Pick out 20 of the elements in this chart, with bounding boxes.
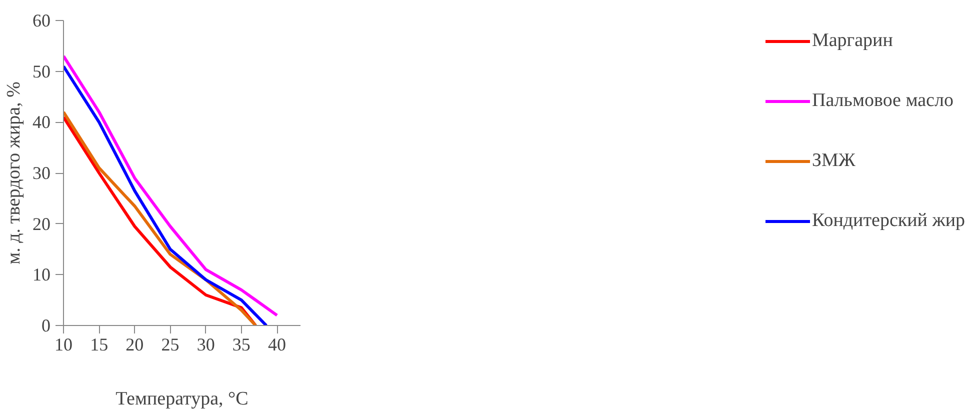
x-tick-label: 30 <box>196 334 215 354</box>
y-tick-label: 60 <box>32 10 50 30</box>
y-axis-title: м. д. твердого жира, % <box>4 81 24 264</box>
legend-label: Маргарин <box>812 30 893 52</box>
x-tick-label: 40 <box>268 334 286 354</box>
y-tick-label: 0 <box>42 316 50 336</box>
y-tick-label: 40 <box>32 112 50 132</box>
y-tick-label: 50 <box>32 61 50 82</box>
legend-label: ЗМЖ <box>812 150 856 172</box>
y-tick-label: 10 <box>32 264 50 285</box>
x-tick-label: 10 <box>54 334 72 354</box>
x-tick-label: 35 <box>232 334 250 354</box>
x-axis-title: Температура, °С <box>116 388 248 410</box>
x-tick-label: 20 <box>126 334 144 354</box>
legend-label: Пальмовое масло <box>812 90 954 112</box>
x-tick-label: 15 <box>90 334 108 354</box>
y-tick-label: 30 <box>32 163 50 183</box>
legend-label: Кондитерский жир <box>812 210 965 232</box>
x-tick-label: 25 <box>161 334 180 354</box>
y-tick-label: 20 <box>32 214 50 234</box>
